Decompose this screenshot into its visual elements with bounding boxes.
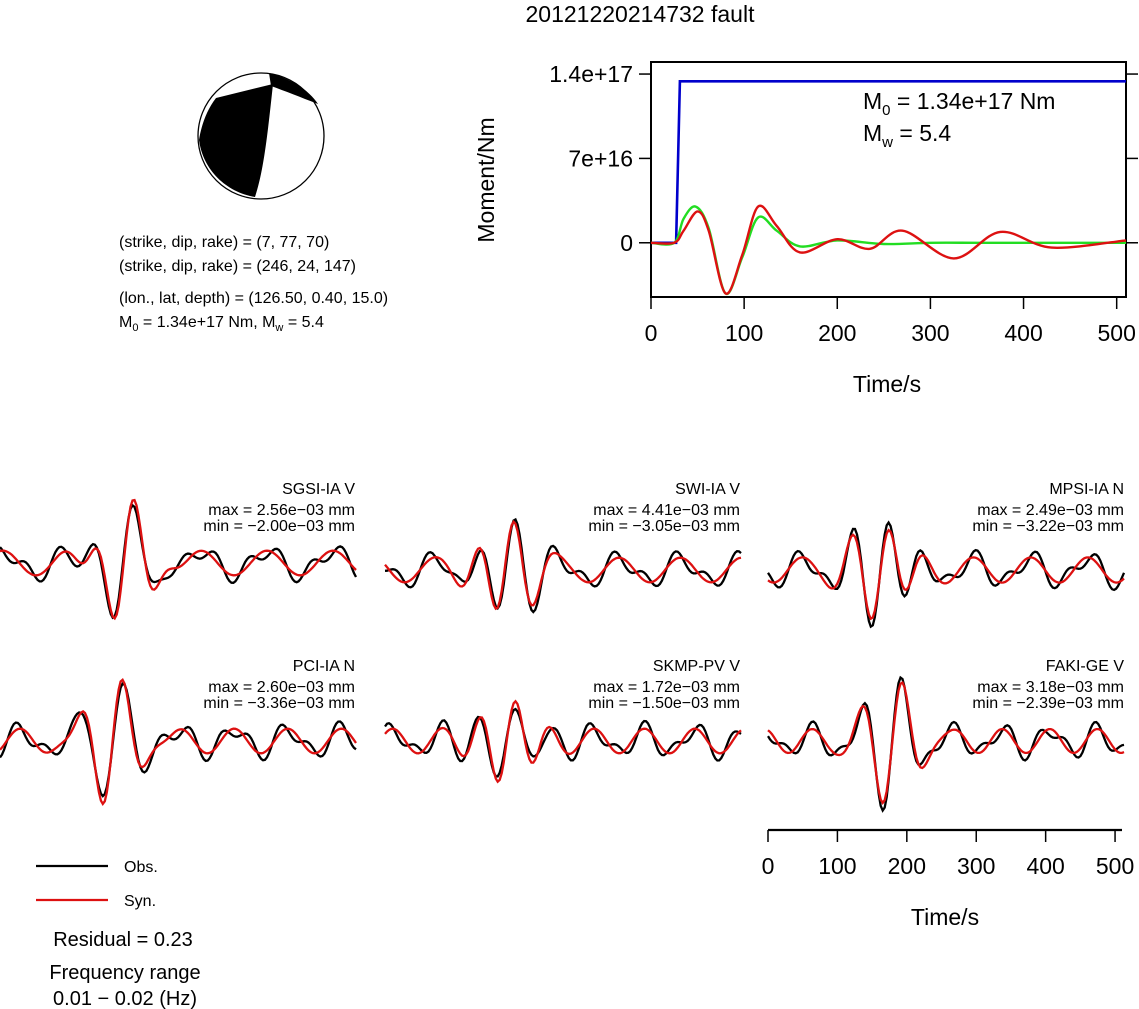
observed-trace — [0, 682, 357, 798]
waveform-x-tick-label: 500 — [1096, 853, 1134, 879]
moment-y-axis: 1.4e+17 7e+16 0 — [549, 61, 1138, 256]
station-max: max = 1.72e−03 mm — [593, 679, 740, 696]
moment-x-tick-label: 300 — [911, 320, 949, 346]
waveform-time-axis: 0 100 200 300 400 500 — [762, 828, 1134, 879]
beachball-compression-cap — [269, 73, 318, 104]
moment-annotation-mw: Mw = 5.4 — [863, 120, 951, 151]
station-name: SKMP-PV V — [653, 658, 740, 675]
figure-title: 20121220214732 fault — [526, 1, 756, 27]
observed-trace — [384, 517, 742, 614]
moment-x-tick-label: 200 — [818, 320, 856, 346]
moment-plot: 1.4e+17 7e+16 0 0 100 200 300 400 500 Moment/Nm… — [473, 61, 1138, 397]
station-max: max = 3.18e−03 mm — [977, 679, 1124, 696]
waveform-x-tick-label: 100 — [818, 853, 856, 879]
beachball-compression-main — [199, 84, 273, 197]
waveform-x-tick-label: 0 — [762, 853, 775, 879]
synthetic-trace — [0, 498, 357, 621]
focal-mechanism-beachball — [197, 72, 325, 200]
moment-x-tick-label: 100 — [725, 320, 763, 346]
station-min: min = −3.22e−03 mm — [972, 518, 1124, 535]
moment-y-label: Moment/Nm — [473, 117, 499, 242]
moment-rate-line-2 — [650, 204, 1127, 295]
observed-trace — [767, 520, 1126, 629]
observed-trace — [384, 707, 742, 778]
moment-plot-frame — [650, 61, 1127, 298]
station-min: min = −3.36e−03 mm — [203, 695, 355, 712]
station-max: max = 2.60e−03 mm — [208, 679, 355, 696]
waveform-x-label: Time/s — [911, 904, 979, 930]
station-name: PCI-IA N — [293, 658, 355, 675]
moment-traces — [650, 80, 1127, 295]
residual-text: Residual = 0.23 — [53, 929, 193, 951]
station-min: min = −2.39e−03 mm — [972, 695, 1124, 712]
nodal-plane-1: (strike, dip, rake) = (7, 77, 70) — [119, 234, 329, 251]
station-min: min = −1.50e−03 mm — [588, 695, 740, 712]
synthetic-trace — [384, 519, 742, 611]
legend: Obs. Syn. — [36, 859, 158, 910]
moment-x-label: Time/s — [853, 371, 921, 397]
station-min: min = −2.00e−03 mm — [203, 518, 355, 535]
moment-annotation-m0: M0 = 1.34e+17 Nm — [863, 88, 1055, 119]
moment-x-tick-label: 500 — [1097, 320, 1135, 346]
synthetic-trace — [767, 528, 1125, 621]
mechanism-info: (strike, dip, rake) = (7, 77, 70) (strik… — [119, 234, 388, 334]
station-name: MPSI-IA N — [1049, 481, 1124, 498]
moment-y-tick-label: 1.4e+17 — [549, 61, 633, 87]
observed-trace — [0, 503, 358, 620]
station-name: SGSI-IA V — [282, 481, 355, 498]
legend-syn-label: Syn. — [124, 893, 156, 910]
synthetic-trace — [0, 677, 357, 806]
station-max: max = 2.49e−03 mm — [977, 502, 1124, 519]
moment-rate-line-1 — [650, 205, 1126, 295]
frequency-range-label: Frequency range — [49, 962, 200, 984]
station-name: SWI-IA V — [675, 481, 740, 498]
station-name: FAKI-GE V — [1046, 658, 1125, 675]
waveform-x-tick-label: 400 — [1026, 853, 1064, 879]
synthetic-trace — [384, 699, 742, 784]
nodal-plane-2: (strike, dip, rake) = (246, 24, 147) — [119, 258, 356, 275]
event-location: (lon., lat, depth) = (126.50, 0.40, 15.0… — [119, 290, 388, 307]
station-max: max = 2.56e−03 mm — [208, 502, 355, 519]
synthetic-trace — [767, 680, 1125, 805]
legend-obs-label: Obs. — [124, 859, 158, 876]
station-min: min = −3.05e−03 mm — [588, 518, 740, 535]
moment-x-tick-label: 0 — [645, 320, 658, 346]
moment-y-tick-label: 0 — [620, 230, 633, 256]
moment-magnitude-line: M0 = 1.34e+17 Nm, Mw = 5.4 — [119, 314, 324, 334]
moment-y-tick-label: 7e+16 — [568, 145, 633, 171]
moment-x-axis: 0 100 200 300 400 500 — [645, 297, 1136, 346]
station-max: max = 4.41e−03 mm — [593, 502, 740, 519]
frequency-range-value: 0.01 − 0.02 (Hz) — [53, 988, 197, 1009]
moment-x-tick-label: 400 — [1004, 320, 1042, 346]
waveform-x-tick-label: 200 — [888, 853, 926, 879]
waveform-x-tick-label: 300 — [957, 853, 995, 879]
